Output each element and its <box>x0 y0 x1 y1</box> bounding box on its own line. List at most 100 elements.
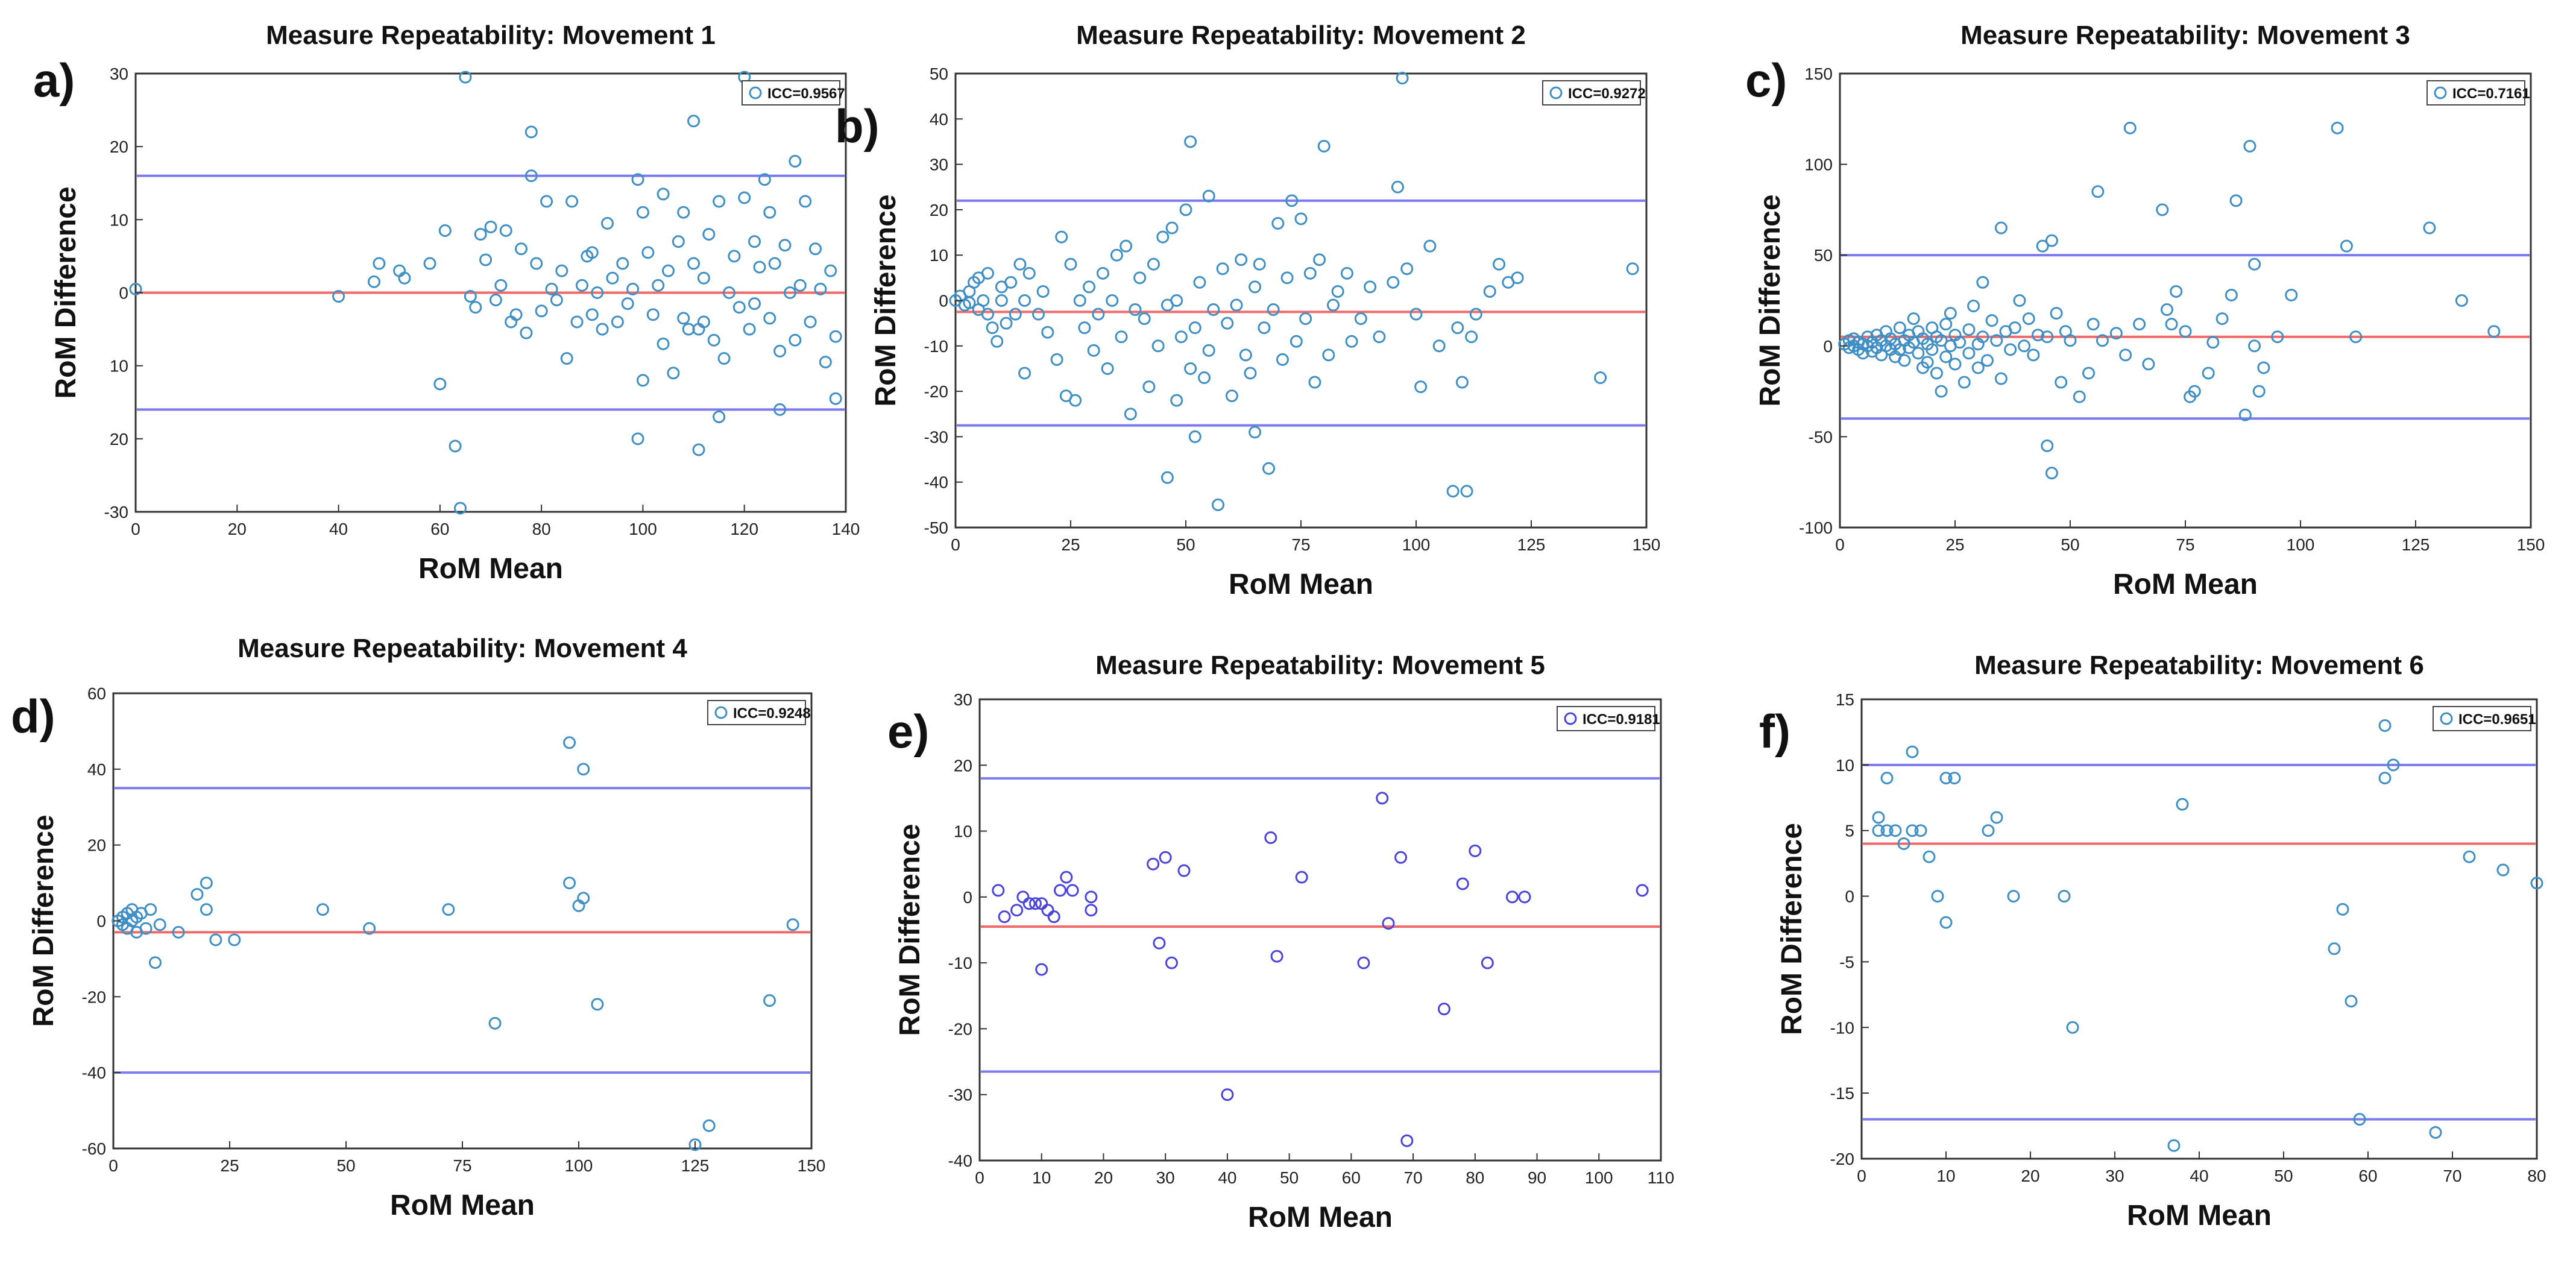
data-point <box>753 260 766 274</box>
data-point <box>2345 995 2358 1008</box>
data-point <box>2252 385 2266 398</box>
data-point <box>1893 321 1906 335</box>
data-point <box>783 286 796 299</box>
x-axis-label: RoM Mean <box>1248 1202 1393 1233</box>
data-point <box>1935 334 1948 347</box>
data-point <box>1460 485 1473 498</box>
data-point <box>631 432 644 446</box>
data-point <box>1437 1003 1450 1016</box>
data-point <box>2091 185 2105 198</box>
data-point <box>1505 890 1519 904</box>
data-point <box>1912 347 1925 360</box>
data-point <box>707 333 720 347</box>
data-point <box>697 315 710 329</box>
x-tick-label: 100 <box>565 1156 593 1175</box>
data-point <box>2455 294 2468 307</box>
data-point <box>1373 330 1386 344</box>
data-point <box>1594 371 1607 385</box>
data-point <box>488 1016 502 1030</box>
data-point <box>717 352 731 365</box>
data-point <box>563 736 576 749</box>
x-tick-label: 0 <box>951 535 960 554</box>
y-tick-label: -100 <box>1799 518 1833 537</box>
data-point <box>1160 471 1174 484</box>
x-tick-label: 80 <box>2527 1167 2546 1185</box>
data-point <box>773 403 787 416</box>
data-point <box>139 922 153 935</box>
data-point <box>1423 239 1437 253</box>
data-point <box>1147 857 1160 871</box>
legend-marker <box>714 706 728 719</box>
data-point <box>153 918 166 931</box>
data-point <box>763 994 776 1007</box>
x-tick-label: 150 <box>2517 535 2545 554</box>
data-point <box>814 282 827 295</box>
data-point <box>1976 276 1989 289</box>
data-point <box>829 330 842 343</box>
data-point <box>316 903 329 916</box>
y-tick-label: -40 <box>924 473 948 492</box>
y-tick-label: -5 <box>1839 953 1854 971</box>
data-point <box>1276 353 1289 366</box>
y-tick-label: -10 <box>1830 1018 1854 1037</box>
data-point <box>2387 758 2400 772</box>
data-point <box>1129 303 1142 317</box>
data-point <box>1921 356 1934 369</box>
data-point <box>1271 216 1285 230</box>
x-tick-label: 10 <box>1032 1168 1051 1187</box>
data-point <box>1382 917 1395 930</box>
data-point <box>652 279 665 292</box>
x-tick-label: 60 <box>1342 1168 1361 1187</box>
data-point <box>819 356 832 369</box>
data-point <box>1142 380 1156 394</box>
legend-marker <box>1564 712 1577 725</box>
data-point <box>1456 877 1469 890</box>
data-point <box>672 235 685 248</box>
data-point <box>809 242 822 256</box>
y-tick-label: -60 <box>82 1139 106 1158</box>
data-point <box>992 884 1005 897</box>
data-point <box>677 312 690 325</box>
data-point <box>804 315 817 329</box>
y-tick-label: -30 <box>948 1086 972 1104</box>
data-point <box>1990 334 2003 347</box>
data-point <box>1345 335 1358 348</box>
data-point <box>438 224 452 238</box>
data-point <box>1115 330 1128 344</box>
data-point <box>363 922 376 935</box>
data-point <box>1221 317 1234 330</box>
data-point <box>677 206 690 219</box>
data-point <box>2119 348 2132 362</box>
data-point <box>1055 230 1068 244</box>
data-point <box>687 115 701 128</box>
data-point <box>442 903 455 916</box>
data-point <box>1290 335 1303 348</box>
data-point <box>1170 394 1183 407</box>
data-point <box>1357 956 1370 969</box>
x-tick-label: 50 <box>336 1156 355 1175</box>
data-point <box>1239 348 1252 362</box>
y-tick-label: -40 <box>82 1063 106 1082</box>
plot-area <box>112 692 813 1150</box>
plot-area <box>978 698 1662 1162</box>
data-point <box>2271 330 2284 344</box>
x-tick-label: 150 <box>798 1156 826 1175</box>
legend-box <box>2426 80 2525 106</box>
data-point <box>2331 121 2344 134</box>
x-tick-label: 50 <box>2274 1167 2293 1185</box>
y-tick-label: -20 <box>82 987 106 1006</box>
data-point <box>2036 239 2049 253</box>
data-point <box>1409 307 1423 321</box>
y-tick-label: 20 <box>930 201 948 219</box>
data-point <box>2142 357 2155 371</box>
data-point <box>829 392 842 405</box>
data-point <box>2336 902 2349 916</box>
data-point <box>1340 266 1353 280</box>
data-point <box>732 301 746 314</box>
y-tick-label: -50 <box>924 518 948 537</box>
panel-label: e) <box>887 705 929 758</box>
data-point <box>1294 212 1308 225</box>
x-tick-label: 50 <box>1176 535 1195 554</box>
data-point <box>1207 303 1220 317</box>
x-tick-label: 50 <box>2061 535 2079 554</box>
